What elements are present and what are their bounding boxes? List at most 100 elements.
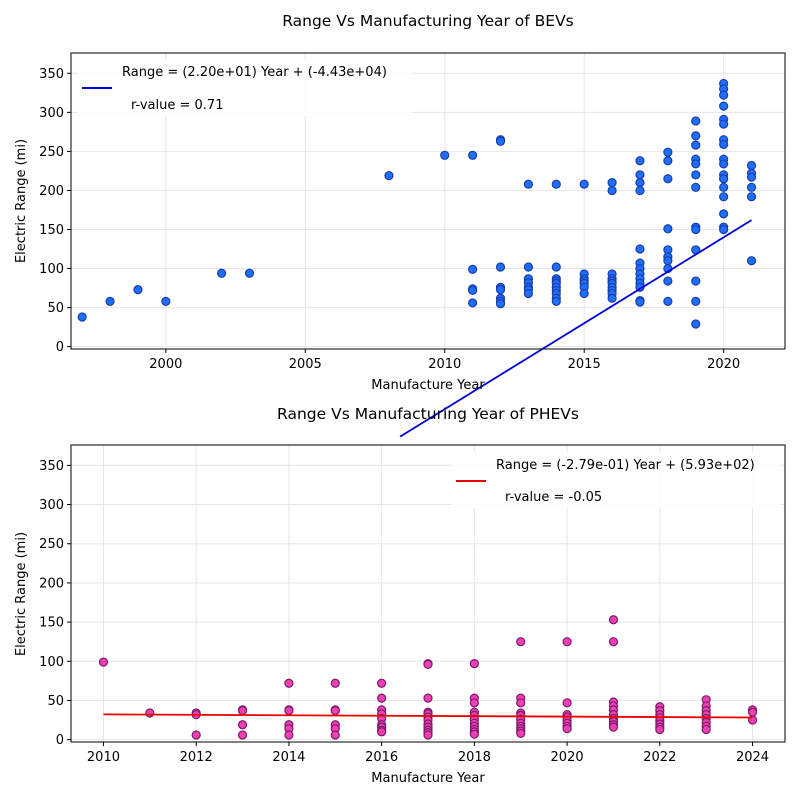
- phev-legend: Range = (-2.79e-01) Year + (5.93e+02) r-…: [451, 452, 781, 508]
- phev-data-point: [747, 707, 758, 717]
- phev-data-point: [608, 615, 619, 625]
- phev-y-tick-label: 0: [56, 733, 64, 748]
- bev-data-point: [663, 224, 673, 234]
- phev-x-tick-label: 2016: [365, 750, 398, 765]
- phev-y-tick-label: 250: [39, 537, 64, 552]
- phev-data-point: [145, 708, 155, 718]
- phev-x-tick-label: 2022: [643, 750, 676, 765]
- bev-points: [77, 78, 757, 329]
- phev-data-point: [562, 724, 572, 734]
- bev-data-point: [607, 293, 617, 303]
- phev-legend-box: [451, 452, 781, 508]
- bev-fit-line: [399, 219, 753, 438]
- bev-data-point: [663, 174, 673, 184]
- phev-data-point: [562, 698, 572, 708]
- phev-y-axis-label: Electric Range (mi): [14, 532, 29, 656]
- bev-data-point: [161, 296, 171, 306]
- phev-y-tick-label: 100: [39, 655, 64, 670]
- phev-data-point: [562, 637, 572, 647]
- phev-plot-frame: [70, 444, 786, 743]
- bev-data-point: [691, 131, 701, 141]
- phev-data-point: [330, 730, 340, 740]
- phev-data-point: [377, 693, 387, 703]
- bev-data-point: [579, 179, 589, 189]
- phev-y-tick-label: 350: [39, 459, 64, 474]
- bev-chart-title: Range Vs Manufacturing Year of BEVs: [282, 12, 574, 30]
- bev-data-point: [746, 192, 757, 202]
- bev-data-point: [719, 101, 729, 111]
- phev-x-tick-label: 2020: [551, 750, 584, 765]
- bev-data-point: [635, 185, 645, 196]
- phev-x-tick-label: 2010: [87, 750, 120, 765]
- phev-data-point: [469, 659, 479, 669]
- bev-y-tick-label: 100: [39, 262, 64, 277]
- bev-fit-line-group: [399, 219, 753, 438]
- bev-data-point: [691, 224, 701, 235]
- bev-data-point: [691, 319, 701, 329]
- bev-data-point: [746, 160, 757, 171]
- bev-data-point: [217, 268, 227, 278]
- bev-data-point: [635, 156, 645, 166]
- bev-data-point: [495, 299, 506, 309]
- bev-data-point: [635, 297, 645, 307]
- bev-y-tick-label: 200: [39, 184, 64, 199]
- phev-data-point: [516, 637, 526, 647]
- phev-y-tick-label: 150: [39, 616, 64, 631]
- phev-data-point: [330, 678, 340, 688]
- bev-data-point: [719, 192, 729, 202]
- bev-data-point: [468, 298, 478, 308]
- bev-legend-box: [78, 60, 412, 116]
- bev-y-tick-label: 350: [39, 67, 64, 82]
- phev-x-tick-label: 2014: [272, 750, 305, 765]
- bev-data-point: [495, 262, 506, 272]
- phev-data-point: [701, 724, 711, 735]
- phev-data-point: [237, 720, 248, 730]
- bev-data-point: [746, 182, 757, 192]
- bev-data-point: [468, 150, 478, 160]
- bev-data-point: [663, 256, 673, 266]
- bev-data-point: [635, 178, 645, 188]
- bev-data-point: [663, 296, 673, 306]
- bev-legend: Range = (2.20e+01) Year + (-4.43e+04) r-…: [78, 60, 412, 116]
- phev-x-axis-label: Manufacture Year: [371, 771, 485, 786]
- bev-data-point: [635, 244, 645, 254]
- bev-data-point: [384, 171, 394, 181]
- bev-data-point: [719, 224, 729, 235]
- phev-data-point: [469, 698, 479, 708]
- bev-data-point: [551, 296, 561, 306]
- bev-data-point: [719, 174, 729, 184]
- phev-data-point: [377, 678, 387, 688]
- bev-x-ticks: 2000 2005 2010 2015 2020: [149, 349, 740, 372]
- bev-data-point: [523, 179, 534, 189]
- phev-data-point: [191, 730, 201, 740]
- phev-data-point: [284, 678, 294, 688]
- bev-x-tick-label: 2000: [149, 357, 182, 372]
- bev-x-tick-label: 2005: [289, 357, 322, 372]
- bev-data-point: [551, 179, 561, 189]
- phev-x-tick-label: 2024: [736, 750, 769, 765]
- bev-y-axis-label: Electric Range (mi): [14, 139, 29, 263]
- bev-data-point: [105, 296, 115, 306]
- bev-x-tick-label: 2010: [428, 357, 461, 372]
- phev-chart-title: Range Vs Manufacturing Year of PHEVs: [277, 405, 579, 423]
- phev-data-point: [423, 730, 433, 740]
- phev-data-point: [608, 722, 619, 732]
- bev-y-tick-label: 250: [39, 145, 64, 160]
- bev-legend-r-label: r-value = 0.71: [131, 98, 223, 113]
- phev-y-tick-label: 300: [39, 498, 64, 513]
- bev-data-point: [691, 296, 701, 306]
- phev-data-point: [516, 728, 526, 738]
- bev-data-point: [663, 276, 673, 286]
- phev-data-point: [608, 637, 619, 647]
- bev-data-point: [691, 140, 701, 150]
- phev-y-tick-label: 50: [47, 694, 64, 709]
- phev-y-tick-label: 200: [39, 576, 64, 591]
- bev-data-point: [719, 159, 729, 169]
- bev-plot-frame: [70, 52, 786, 350]
- phev-x-tick-label: 2018: [458, 750, 491, 765]
- bev-data-point: [691, 182, 701, 192]
- phev-fit-line-group: [103, 713, 753, 719]
- bev-data-point: [495, 285, 506, 295]
- bev-y-tick-label: 300: [39, 106, 64, 121]
- bev-data-point: [691, 170, 701, 180]
